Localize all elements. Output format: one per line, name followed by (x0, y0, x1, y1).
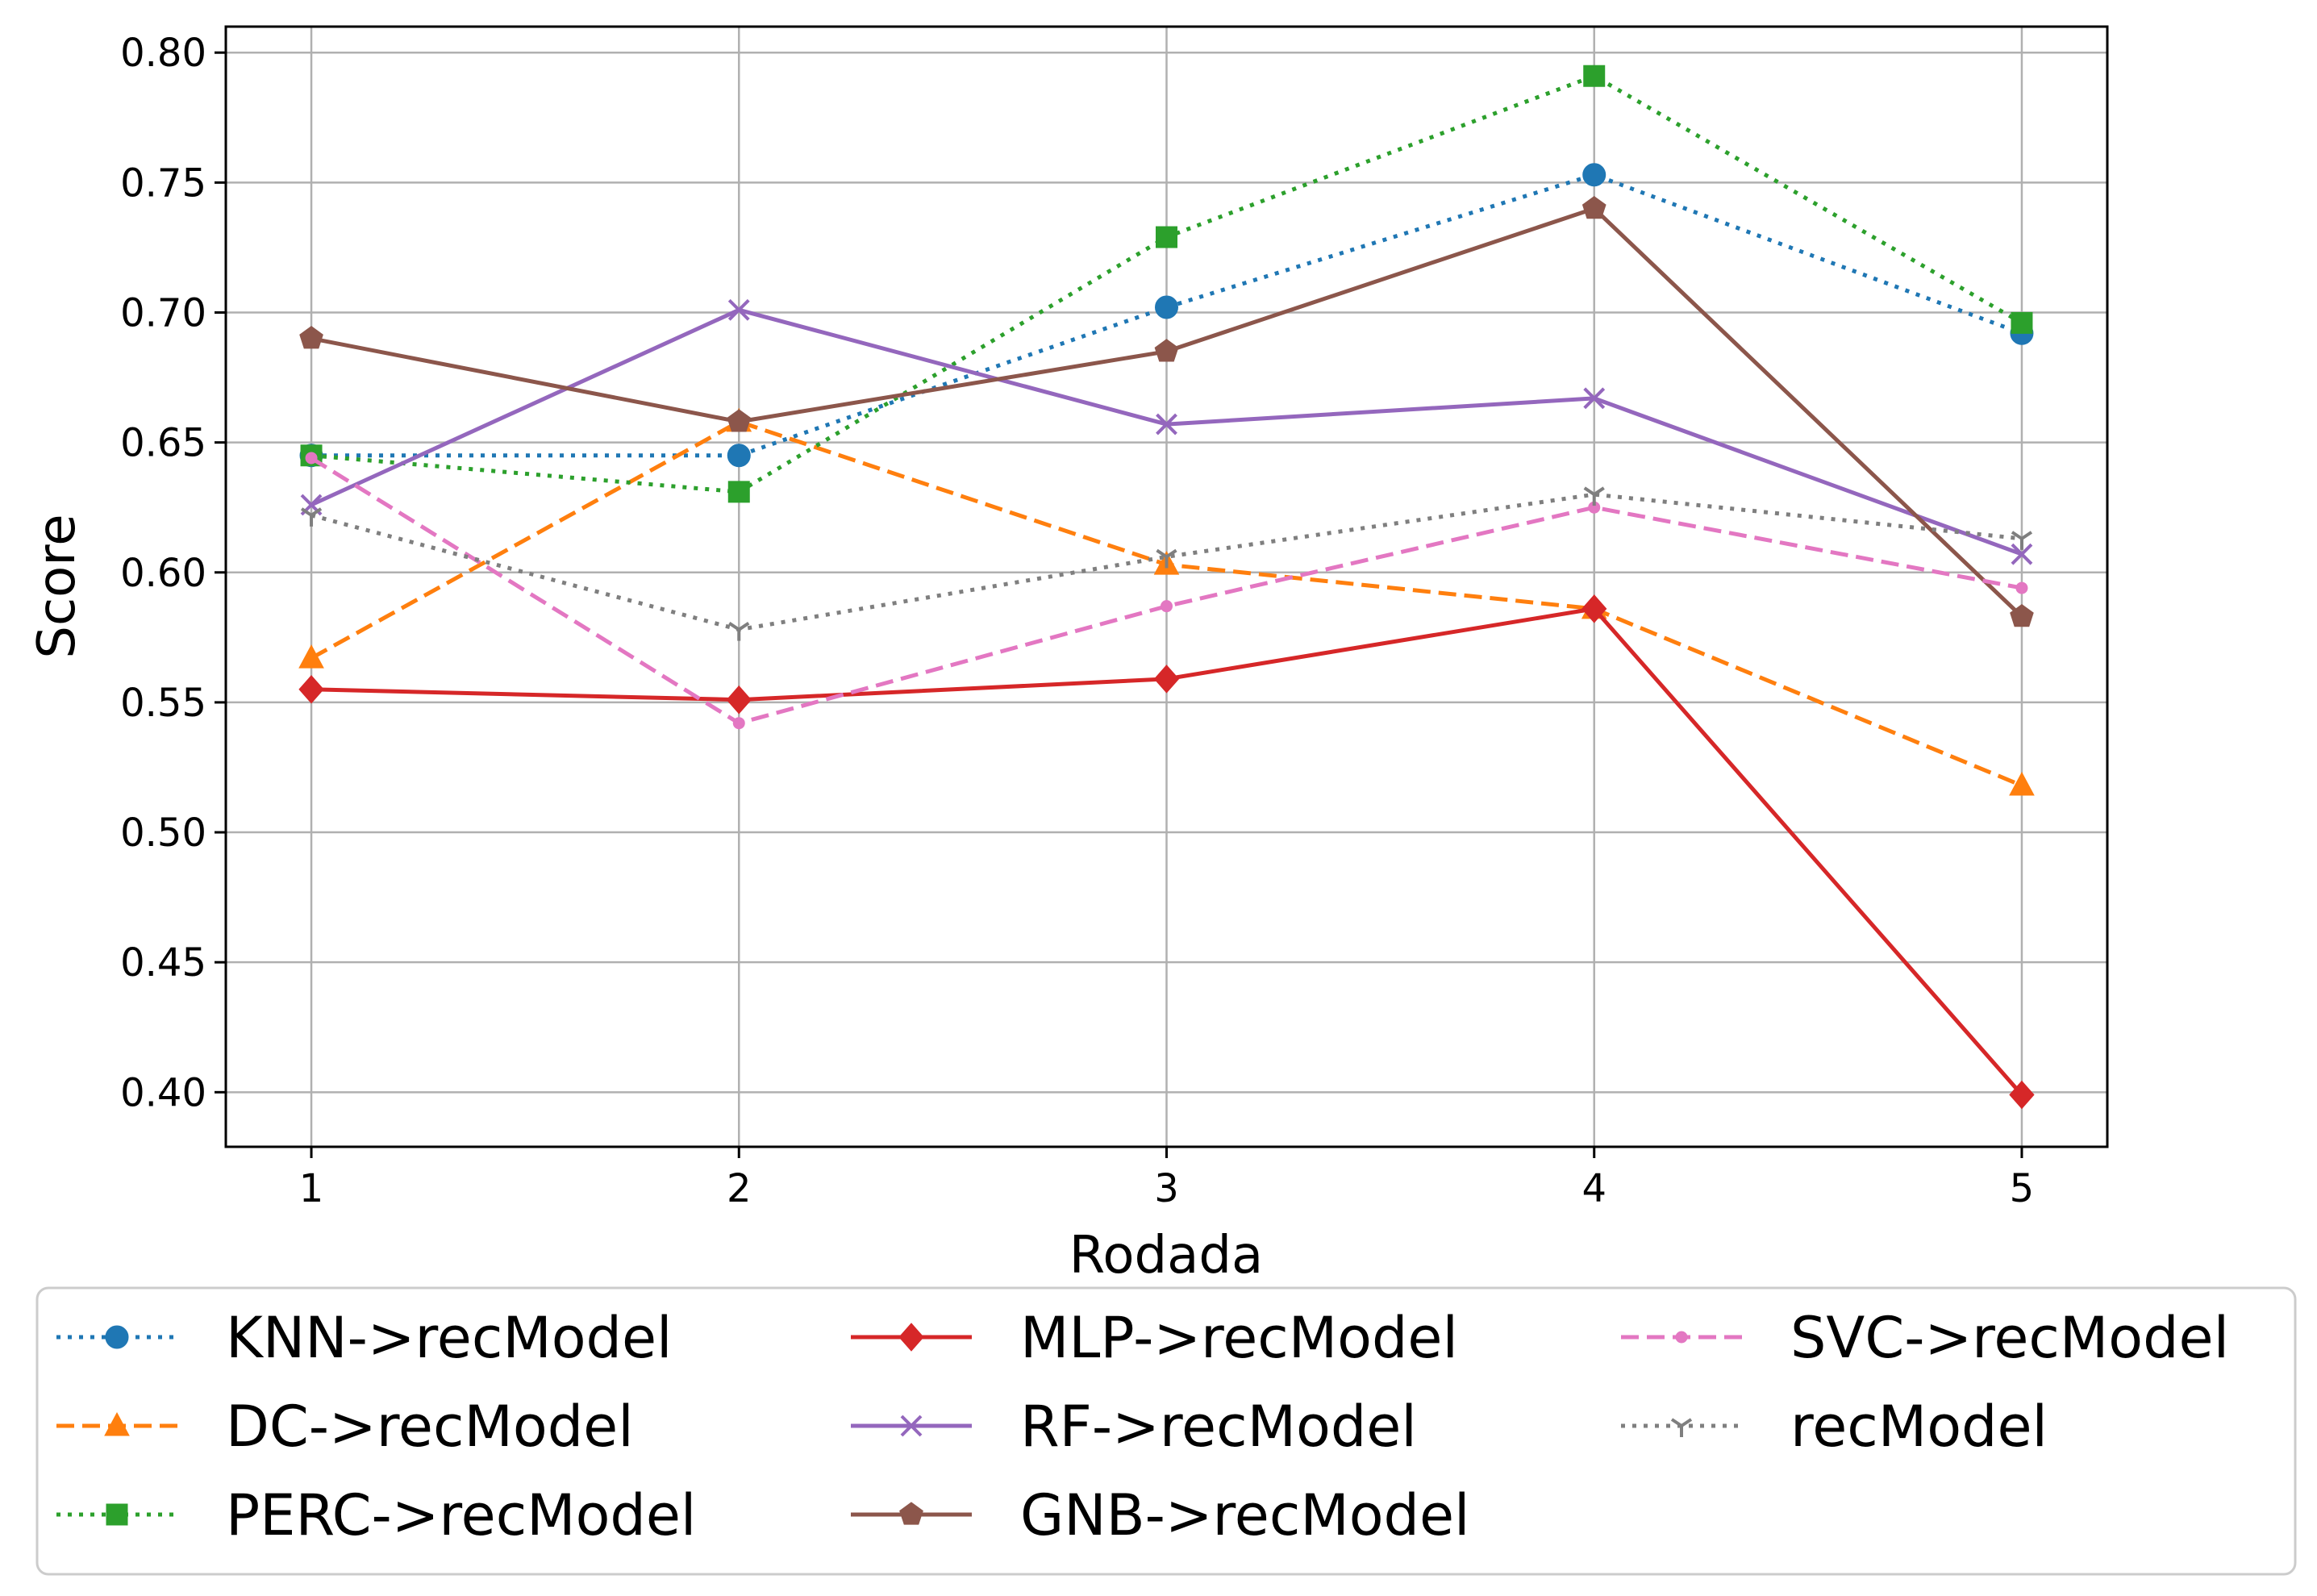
legend-marker (106, 1503, 128, 1526)
data-point (2011, 531, 2033, 550)
data-point (1153, 665, 1180, 694)
y-axis-title: Score (27, 514, 87, 658)
legend-item: recModel (1621, 1394, 2048, 1460)
data-point (2011, 543, 2033, 565)
data-point (1582, 163, 1606, 187)
legend-frame (35, 1286, 2297, 1576)
data-point (727, 481, 750, 503)
data-point (732, 717, 745, 730)
series-gnb-recmodel (299, 195, 2034, 627)
y-tick-label: 0.45 (120, 940, 206, 986)
data-point (1583, 486, 1605, 506)
x-tick-label: 2 (727, 1166, 752, 1211)
data-point (2009, 1080, 2035, 1110)
series-line (310, 492, 2023, 632)
data-point (726, 685, 752, 715)
legend-label: PERC->recModel (226, 1482, 696, 1548)
legend-label: RF->recModel (1020, 1394, 1417, 1460)
y-tick-label: 0.55 (120, 681, 206, 726)
data-point (1581, 594, 1607, 623)
legend: KNN->recModel DC->recModel PERC->recModel M… (35, 1286, 2297, 1576)
legend-item: MLP->recModel (851, 1305, 1458, 1371)
y-tick-label: 0.40 (120, 1070, 206, 1115)
data-point (728, 622, 750, 641)
y-tick-label: 0.60 (120, 551, 206, 596)
data-point (727, 444, 751, 468)
legend-label: DC->recModel (226, 1394, 634, 1460)
data-point (727, 298, 750, 321)
series-rf-recmodel (300, 298, 2033, 565)
legend-marker (105, 1325, 129, 1349)
data-point (298, 644, 324, 669)
y-tick-label: 0.75 (120, 160, 206, 206)
data-point (727, 409, 752, 432)
data-point (1583, 387, 1606, 410)
x-tick-label: 1 (299, 1166, 324, 1211)
x-tick-label: 4 (1581, 1166, 1606, 1211)
x-tick-label: 3 (1154, 1166, 1179, 1211)
y-tick-label: 0.80 (120, 31, 206, 76)
y-tick-label: 0.70 (120, 291, 206, 336)
x-tick-label: 5 (2010, 1166, 2035, 1211)
data-point (1583, 65, 1606, 87)
legend-marker (1670, 1418, 1693, 1437)
legend-item: GNB->recModel (851, 1482, 1470, 1548)
data-point (2011, 311, 2033, 334)
axis-ticks: 1 2 3 4 5 0.40 0.45 0.50 0.55 0.60 0.65 0.70 0.75 0.8… (120, 31, 2034, 1211)
data-point (1156, 548, 1177, 569)
y-tick-label: 0.65 (120, 421, 206, 466)
legend-marker (898, 1323, 924, 1352)
legend-label: MLP->recModel (1020, 1305, 1458, 1371)
legend-item: KNN->recModel (56, 1305, 673, 1371)
series-svc-recmodel (305, 452, 2028, 730)
legend-marker (900, 1415, 923, 1437)
data-point (300, 507, 323, 527)
legend-label: GNB->recModel (1020, 1482, 1470, 1548)
data-point (2009, 771, 2035, 796)
data-point (2015, 581, 2028, 594)
series-perc-recmodel (300, 65, 2033, 503)
data-point (2010, 603, 2034, 627)
legend-item: SVC->recModel (1621, 1305, 2229, 1371)
data-point (1154, 339, 1179, 362)
legend-label: recModel (1790, 1394, 2048, 1460)
legend-marker (104, 1411, 130, 1436)
legend-marker (899, 1502, 923, 1525)
legend-label: KNN->recModel (226, 1305, 673, 1371)
legend-item: PERC->recModel (56, 1482, 696, 1548)
legend-item: DC->recModel (56, 1394, 634, 1460)
legend-marker (1675, 1331, 1688, 1344)
y-tick-label: 0.50 (120, 811, 206, 856)
series-line (311, 173, 2023, 458)
data-point (299, 326, 323, 349)
grid (226, 27, 2107, 1147)
data-point (298, 675, 324, 704)
legend-item: RF->recModel (851, 1394, 1417, 1460)
data-point (1581, 195, 1606, 219)
data-point (305, 452, 318, 465)
data-point (1155, 295, 1178, 319)
series-recmodel (300, 486, 2033, 641)
data-point (1156, 226, 1177, 248)
data-point (1161, 600, 1173, 613)
legend-label: SVC->recModel (1790, 1305, 2229, 1371)
x-axis-title: Rodada (1069, 1226, 1263, 1286)
data-point (1156, 413, 1177, 435)
series-lines (298, 65, 2035, 1110)
series-mlp-recmodel (298, 594, 2035, 1110)
